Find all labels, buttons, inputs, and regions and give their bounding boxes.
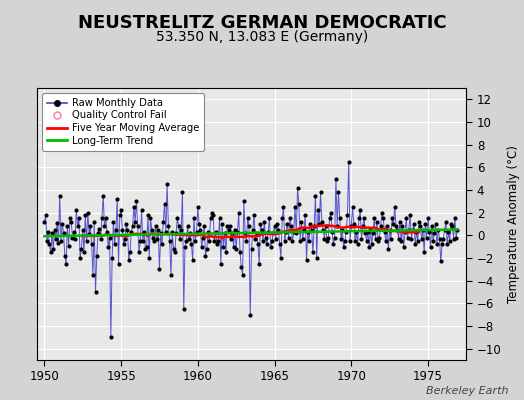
Text: Berkeley Earth: Berkeley Earth — [426, 386, 508, 396]
Text: 53.350 N, 13.083 E (Germany): 53.350 N, 13.083 E (Germany) — [156, 30, 368, 44]
Text: NEUSTRELITZ GERMAN DEMOCRATIC: NEUSTRELITZ GERMAN DEMOCRATIC — [78, 14, 446, 32]
Legend: Raw Monthly Data, Quality Control Fail, Five Year Moving Average, Long-Term Tren: Raw Monthly Data, Quality Control Fail, … — [42, 93, 204, 150]
Y-axis label: Temperature Anomaly (°C): Temperature Anomaly (°C) — [507, 145, 520, 303]
